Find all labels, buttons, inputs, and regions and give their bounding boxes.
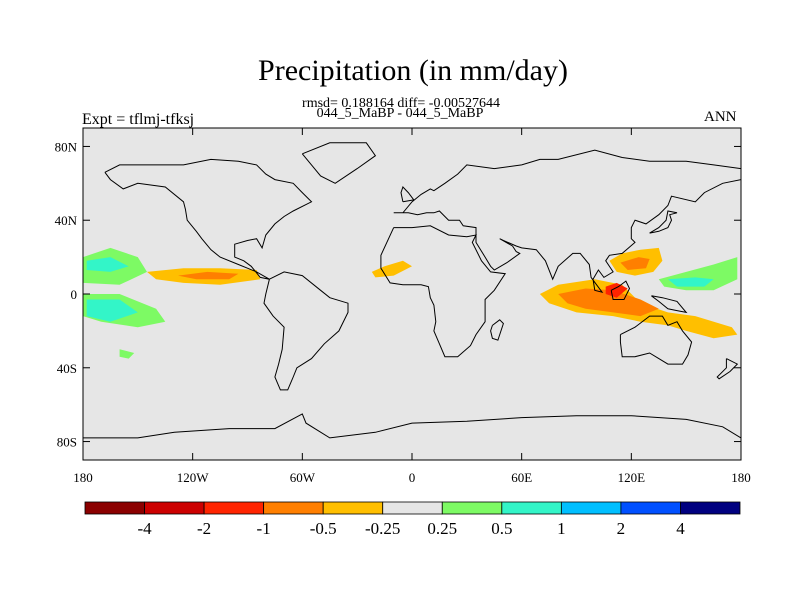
anomaly-region-south-pacific-wet-core	[86, 299, 138, 322]
colorbar-label: 4	[676, 519, 685, 538]
coastline-madagascar	[490, 319, 504, 341]
anomaly-regions	[83, 247, 738, 359]
anomaly-region-north-west-pacific-wet-core	[667, 277, 714, 287]
colorbar-swatch	[263, 501, 324, 515]
x-tick-label: 180	[731, 470, 751, 485]
y-tick-label: 40N	[55, 213, 78, 228]
coastline-uk	[400, 186, 415, 203]
season-label: ANN	[704, 109, 737, 125]
coastline-new-guinea	[651, 295, 688, 314]
axis-ticks: 180 120W 60W 0 60E 120E 180 80N 40N 0 40S 80S	[55, 128, 751, 485]
colorbar-label: -1	[257, 519, 271, 538]
colorbar-swatch	[560, 501, 622, 515]
coastline-new-zealand	[716, 358, 739, 380]
y-tick-label: 40S	[57, 361, 77, 376]
map-subtitle: 044_5_MaBP - 044_5_MaBP	[316, 106, 484, 121]
x-tick-label: 120W	[177, 470, 210, 485]
x-tick-label: 120E	[618, 470, 646, 485]
colorbar-swatch	[144, 501, 205, 515]
map-title: Precipitation (in mm/day)	[258, 54, 568, 87]
colorbar-label: 2	[617, 519, 626, 538]
x-tick-label: 0	[409, 470, 416, 485]
colorbar-swatch	[620, 501, 681, 515]
colorbar-label: -4	[137, 519, 152, 538]
stats-line: rmsd= 0.188164 diff= -0.00527644	[302, 96, 500, 111]
x-tick-label: 60E	[511, 470, 532, 485]
colorbar-label: 1	[557, 519, 566, 538]
colorbar-swatch	[501, 501, 562, 515]
colorbar-swatch	[680, 501, 741, 515]
anomaly-region-maritime-dry-spot	[605, 282, 628, 298]
x-tick-label: 180	[73, 470, 93, 485]
coastline-south-america	[263, 271, 349, 391]
y-tick-label: 0	[71, 287, 78, 302]
anomaly-region-indian-ocean-dry-core	[558, 288, 659, 317]
coastline-antarctica	[83, 413, 741, 439]
plot-background	[83, 128, 741, 460]
colorbar: -4 -2 -1 -0.5 -0.25 0.25 0.5 1 2 4	[84, 501, 741, 538]
colorbar-label: 0.5	[491, 519, 512, 538]
anomaly-region-west-pacific-dry-core	[620, 257, 650, 270]
coastline-eurasia-africa	[380, 225, 507, 358]
coastline-greenland	[301, 142, 377, 184]
colorbar-swatch	[382, 501, 443, 515]
colorbar-label: -0.25	[365, 519, 400, 538]
colorbar-label: -0.5	[310, 519, 337, 538]
coastline-eurasia-north	[393, 149, 741, 294]
anomaly-region-atlantic-dry	[371, 260, 412, 278]
y-tick-label: 80N	[55, 139, 78, 154]
coastline-japan	[649, 210, 678, 234]
x-tick-label: 60W	[290, 470, 316, 485]
coastline-north-america	[104, 158, 313, 280]
anomaly-region-south-america-wet	[119, 349, 135, 359]
anomaly-region-central-pacific-wet-core	[86, 257, 129, 272]
anomaly-region-east-pacific-dry-core	[178, 271, 239, 280]
colorbar-swatch	[203, 501, 265, 515]
experiment-label: Expt = tflmj-tfksj	[82, 111, 195, 128]
colorbar-swatch	[84, 501, 145, 515]
y-tick-label: 80S	[57, 435, 77, 450]
coastlines	[83, 142, 741, 439]
coastline-australia	[619, 315, 693, 365]
colorbar-label: -2	[197, 519, 211, 538]
colorbar-swatch	[322, 501, 384, 515]
colorbar-swatch	[441, 501, 503, 515]
colorbar-label: 0.25	[427, 519, 457, 538]
coastline-borneo	[610, 280, 631, 300]
